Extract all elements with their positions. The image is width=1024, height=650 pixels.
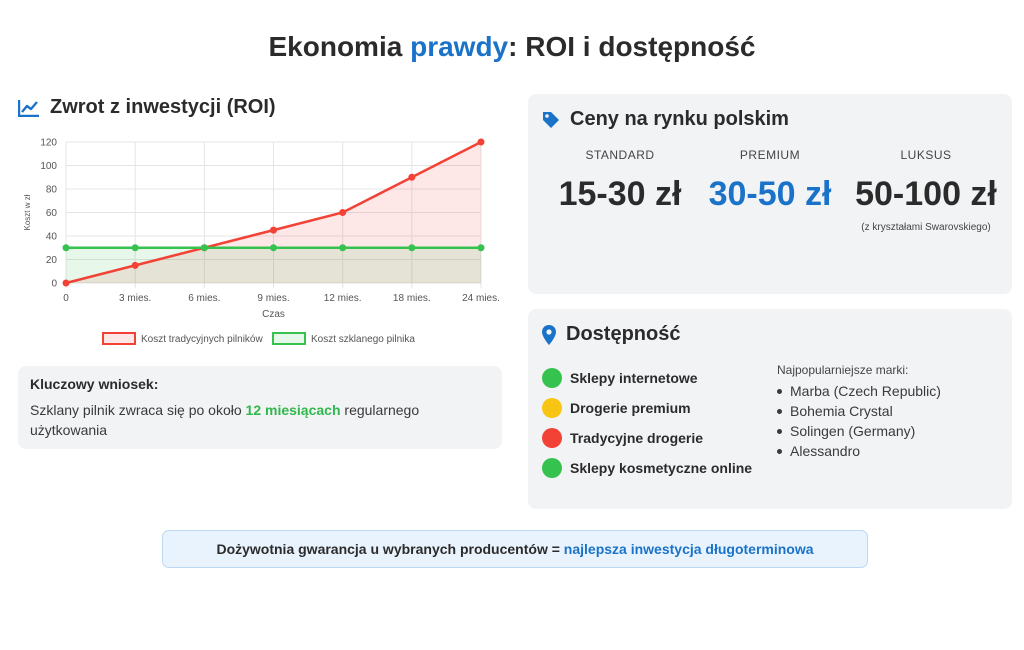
data-point — [270, 226, 277, 234]
shop-item: Drogerie premium — [542, 393, 752, 423]
x-tick-label: 24 mies. — [462, 293, 500, 304]
status-dot-icon — [542, 428, 562, 448]
legend-label: Koszt szklanego pilnika — [311, 334, 415, 345]
data-point — [270, 244, 277, 252]
roi-chart-svg: 0 20 40 60 80 100 120 0 3 mies. 6 mies. 9 mies. 12 … — [23, 138, 500, 345]
roi-chart: 0 20 40 60 80 100 120 0 3 mies. 6 mies. 9 mies. 12 … — [18, 128, 504, 350]
brand-label: Bohemia Crystal — [790, 403, 893, 419]
brand-item: Marba (Czech Republic) — [777, 381, 941, 401]
y-tick-label: 100 — [40, 161, 57, 172]
data-point — [131, 244, 139, 252]
y-tick-label: 20 — [46, 255, 58, 266]
brand-item: Bohemia Crystal — [777, 401, 941, 421]
x-tick-label: 6 mies. — [188, 293, 220, 304]
y-tick-label: 0 — [51, 279, 57, 290]
availability-heading-text: Dostępność — [566, 323, 681, 345]
data-point — [408, 244, 416, 252]
conclusion-text-start: Szklany pilnik zwraca się po około — [30, 402, 246, 418]
data-point — [477, 244, 485, 252]
shop-label: Sklepy internetowe — [570, 370, 698, 386]
title-text: Ekonomia — [268, 31, 411, 62]
price-value: 30-50 zł — [708, 175, 832, 213]
y-tick-label: 120 — [40, 138, 57, 149]
chart-line-icon — [18, 99, 39, 117]
data-point — [131, 261, 139, 269]
price-value: 15-30 zł — [558, 175, 682, 213]
shop-item: Tradycyjne drogerie — [542, 423, 752, 453]
prices-panel: Ceny na rynku polskim STANDARD 15-30 zł … — [528, 94, 1012, 294]
price-label: LUKSUS — [900, 148, 952, 162]
data-point — [62, 279, 70, 287]
footer-highlight: najlepsza inwestycja długoterminowa — [563, 541, 814, 557]
brand-label: Alessandro — [790, 443, 861, 459]
key-conclusion: Kluczowy wniosek: Szklany pilnik zwraca … — [18, 366, 502, 449]
brand-label: Marba (Czech Republic) — [790, 383, 941, 399]
location-pin-icon — [542, 324, 556, 345]
price-luxury: LUKSUS 50-100 zł (z kryształami Swarovsk… — [848, 148, 1004, 233]
shop-item: Sklepy kosmetyczne online — [542, 453, 752, 483]
legend-swatch — [272, 332, 306, 345]
y-tick-label: 80 — [46, 185, 58, 196]
data-point — [477, 138, 485, 146]
bullet-icon — [777, 388, 782, 394]
conclusion-text-end: regularnego użytkowania — [30, 402, 420, 438]
x-tick-label: 0 — [63, 293, 69, 304]
price-label: STANDARD — [585, 148, 655, 162]
data-point — [339, 244, 347, 252]
y-axis-title: Koszt w zł — [23, 194, 32, 230]
shop-item: Sklepy internetowe — [542, 363, 752, 393]
tag-icon — [543, 111, 559, 128]
shop-list: Sklepy internetowe Drogerie premium Trad… — [542, 363, 752, 483]
x-tick-label: 12 mies. — [324, 293, 362, 304]
page-title: Ekonomia prawdy: ROI i dostępność — [0, 31, 1024, 63]
prices-heading: Ceny na rynku polskim — [542, 108, 789, 131]
shop-label: Tradycyjne drogerie — [570, 430, 704, 446]
title-text-end: : ROI i dostępność — [508, 31, 756, 62]
conclusion-heading: Kluczowy wniosek: — [30, 376, 159, 392]
bullet-icon — [777, 408, 782, 414]
x-axis-title: Czas — [262, 309, 285, 320]
price-note: (z kryształami Swarovskiego) — [861, 222, 991, 233]
status-dot-icon — [542, 368, 562, 388]
x-tick-label: 9 mies. — [257, 293, 289, 304]
brands-heading: Najpopularniejsze marki: — [777, 363, 909, 377]
title-highlight: prawdy — [410, 31, 509, 62]
data-point — [200, 244, 208, 252]
x-tick-label: 3 mies. — [119, 293, 151, 304]
shop-label: Drogerie premium — [570, 400, 691, 416]
brand-item: Alessandro — [777, 441, 941, 461]
price-standard: STANDARD 15-30 zł — [542, 148, 698, 220]
status-dot-icon — [542, 398, 562, 418]
conclusion-text: Szklany pilnik zwraca się po około 12 mi… — [30, 400, 490, 440]
price-label: PREMIUM — [739, 148, 801, 162]
brand-list: Najpopularniejsze marki: Marba (Czech Re… — [777, 363, 941, 461]
prices-heading-text: Ceny na rynku polskim — [570, 108, 789, 130]
legend-swatch — [102, 332, 136, 345]
legend-label: Koszt tradycyjnych pilników — [141, 334, 263, 345]
guarantee-banner: Dożywotnia gwarancja u wybranych produce… — [162, 530, 868, 568]
availability-panel: Dostępność Sklepy internetowe Drogerie p… — [528, 309, 1012, 509]
footer-text: Dożywotnia gwarancja u wybranych produce… — [216, 541, 564, 557]
data-point — [339, 209, 347, 216]
series-area-1 — [66, 247, 481, 283]
x-tick-label: 18 mies. — [393, 293, 431, 304]
data-point — [62, 244, 70, 252]
price-value: 50-100 zł — [855, 175, 997, 213]
y-tick-label: 60 — [46, 208, 58, 219]
roi-heading: Zwrot z inwestycji (ROI) — [18, 96, 276, 119]
status-dot-icon — [542, 458, 562, 478]
brand-label: Solingen (Germany) — [790, 423, 916, 439]
y-tick-label: 40 — [46, 232, 58, 243]
availability-heading: Dostępność — [542, 323, 680, 346]
roi-heading-text: Zwrot z inwestycji (ROI) — [50, 96, 276, 118]
bullet-icon — [777, 448, 782, 454]
data-point — [408, 173, 416, 181]
price-premium: PREMIUM 30-50 zł — [692, 148, 848, 220]
brand-item: Solingen (Germany) — [777, 421, 941, 441]
bullet-icon — [777, 428, 782, 434]
shop-label: Sklepy kosmetyczne online — [570, 460, 753, 476]
conclusion-highlight: 12 miesiącach — [245, 402, 341, 418]
